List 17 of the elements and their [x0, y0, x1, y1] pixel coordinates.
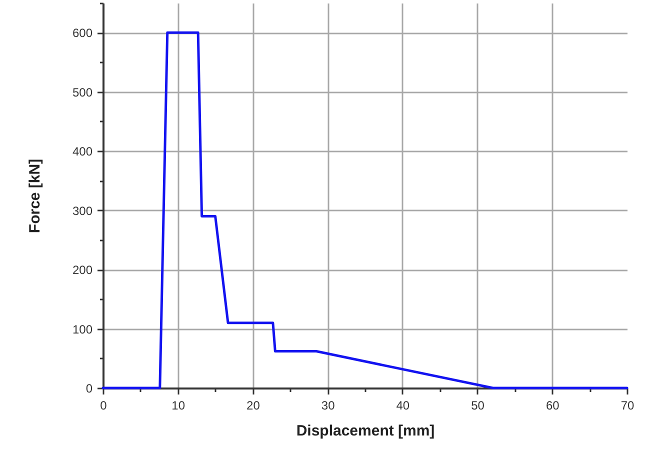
x-tick-label: 0 [100, 398, 108, 412]
x-tick-label: 50 [471, 398, 485, 412]
x-axis-title: Displacement [mm] [296, 422, 435, 440]
y-tick-label: 400 [72, 144, 93, 159]
x-tick-label: 60 [546, 398, 560, 412]
x-tick-label: 10 [172, 398, 186, 412]
y-tick-label: 300 [72, 204, 93, 218]
y-tick-label: 0 [86, 382, 93, 396]
x-tick-label: 70 [620, 398, 634, 412]
y-tick-label: 200 [72, 263, 93, 278]
x-tick-label: 20 [246, 398, 260, 412]
y-axis-title: Force [kN] [26, 158, 44, 234]
y-tick-label: 500 [72, 85, 93, 100]
x-tick-label: 40 [396, 398, 410, 412]
x-tick-label: 30 [321, 398, 336, 412]
y-tick-label: 600 [72, 26, 93, 40]
y-tick-label: 100 [72, 322, 93, 336]
